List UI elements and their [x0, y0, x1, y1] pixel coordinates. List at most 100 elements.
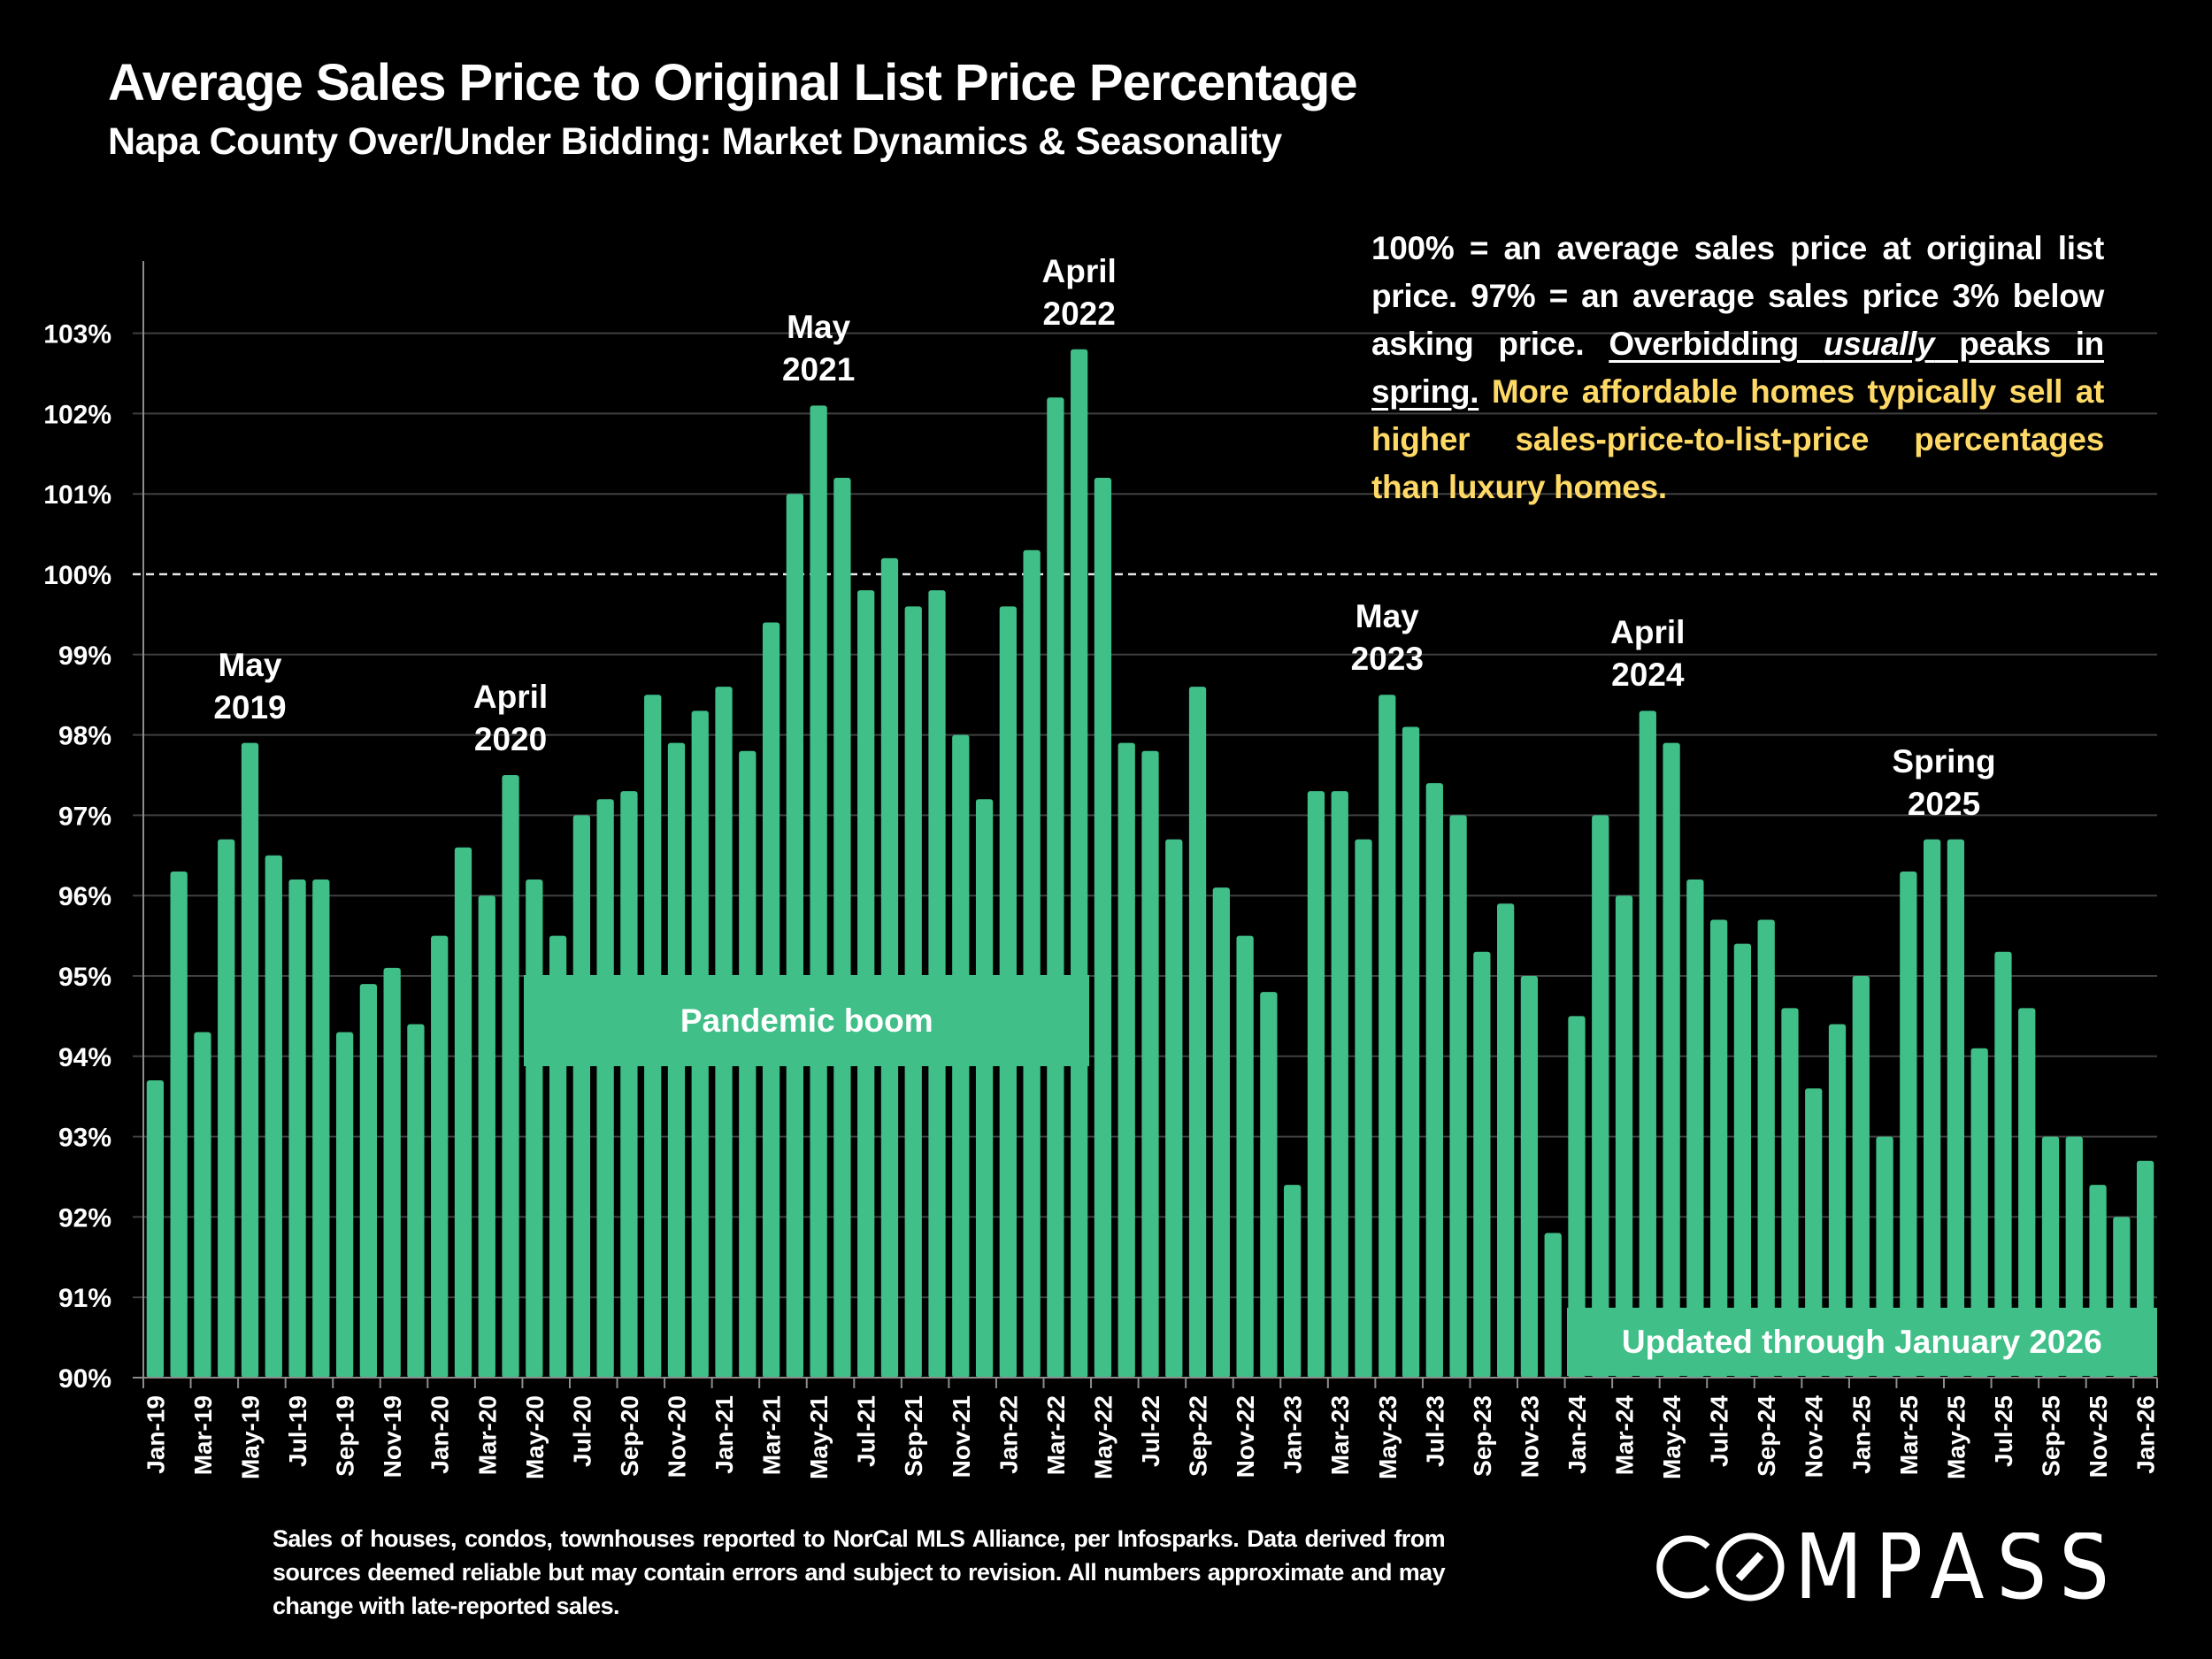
x-tick-label: May-19 — [236, 1395, 264, 1479]
x-tick-label: Nov-24 — [1801, 1395, 1828, 1479]
bar-Apr-19 — [218, 839, 235, 1378]
source-footnote: Sales of houses, condos, townhouses repo… — [273, 1525, 1446, 1619]
x-tick-label: Jul-20 — [568, 1395, 595, 1467]
bar-Aug-20 — [596, 799, 614, 1378]
x-tick-label: Mar-23 — [1326, 1395, 1354, 1475]
compass-logo: MPASS — [1656, 1532, 2122, 1601]
bar-Jun-23 — [1402, 726, 1420, 1378]
peak-label-line2: 2025 — [1907, 785, 1981, 822]
peak-label-line1: April — [1041, 252, 1117, 289]
bar-Jul-20 — [572, 815, 591, 1378]
bar-Jun-21 — [833, 478, 851, 1378]
bar-Feb-24 — [1592, 815, 1609, 1378]
x-tick-label: May-24 — [1658, 1395, 1686, 1479]
peak-label-line2: 2020 — [473, 721, 548, 757]
peak-label-line2: 2019 — [213, 688, 287, 726]
y-tick-label: 90% — [58, 1364, 111, 1394]
bar-Jan-24 — [1568, 1016, 1586, 1378]
peak-label: April 2022 — [1042, 250, 1117, 335]
y-tick-label: 100% — [43, 561, 111, 590]
bar-Jul-24 — [1709, 919, 1728, 1378]
peak-label-line2: 2024 — [1611, 657, 1685, 694]
logo-text: MPASS — [1794, 1532, 2122, 1601]
y-tick-label: 91% — [58, 1284, 111, 1313]
x-tick-label: Jan-21 — [710, 1395, 738, 1474]
x-tick-label: Nov-25 — [2085, 1395, 2112, 1478]
bar-Mar-22 — [1047, 397, 1064, 1378]
bar-Sep-20 — [620, 791, 638, 1378]
bar-Mar-25 — [1900, 871, 1917, 1378]
bar-Dec-19 — [407, 1024, 425, 1378]
bar-Dec-24 — [1828, 1024, 1847, 1378]
bar-May-25 — [1947, 839, 1965, 1378]
bar-Sep-19 — [335, 1032, 354, 1378]
peak-label: May 2021 — [782, 306, 855, 391]
bar-Jan-19 — [146, 1080, 165, 1378]
x-tick-label: Sep-22 — [1185, 1395, 1212, 1477]
bar-May-24 — [1663, 742, 1680, 1378]
y-tick-label: 95% — [58, 963, 111, 992]
x-tick-label: Jan-25 — [1847, 1395, 1875, 1474]
x-tick-label: Jul-23 — [1421, 1395, 1448, 1467]
bar-Jan-20 — [431, 935, 449, 1378]
bar-Dec-23 — [1544, 1233, 1562, 1378]
x-tick-label: Mar-21 — [758, 1395, 786, 1475]
x-tick-label: Jul-25 — [1990, 1395, 2017, 1467]
x-tick-label: Jan-23 — [1279, 1395, 1307, 1474]
x-tick-label: Jul-21 — [853, 1395, 880, 1467]
bar-Sep-24 — [1757, 919, 1775, 1378]
x-tick-label: Mar-22 — [1042, 1395, 1070, 1475]
bar-Jun-22 — [1118, 742, 1135, 1378]
bar-May-21 — [810, 405, 827, 1378]
x-tick-label: Jan-19 — [142, 1395, 169, 1474]
bar-Oct-24 — [1781, 1008, 1799, 1378]
bar-Sep-22 — [1188, 687, 1207, 1378]
y-tick-label: 102% — [43, 400, 111, 429]
x-tick-label: Nov-19 — [379, 1395, 406, 1478]
bar-Nov-22 — [1236, 935, 1254, 1378]
bar-Aug-24 — [1733, 943, 1752, 1378]
bar-Jun-24 — [1686, 879, 1704, 1378]
x-tick-label: May-21 — [805, 1395, 833, 1479]
bar-Oct-23 — [1497, 903, 1515, 1378]
bar-Jul-22 — [1141, 750, 1159, 1378]
bar-Aug-25 — [2018, 1008, 2036, 1378]
y-tick-label: 93% — [58, 1124, 111, 1153]
bar-May-20 — [526, 879, 543, 1378]
x-tick-label: Jul-19 — [284, 1395, 311, 1467]
x-tick-label: Nov-22 — [1232, 1395, 1259, 1478]
bar-Nov-24 — [1805, 1088, 1823, 1378]
x-tick-label: Sep-20 — [616, 1395, 643, 1477]
bar-Feb-19 — [170, 871, 188, 1378]
axes — [133, 261, 2158, 1388]
bar-May-23 — [1379, 695, 1396, 1378]
bar-Oct-22 — [1212, 887, 1230, 1378]
note-highlight-text: More affordable homes typically sell at … — [1371, 373, 2104, 505]
x-tick-label: Sep-24 — [1753, 1395, 1780, 1477]
x-tick-label: Mar-25 — [1895, 1395, 1923, 1475]
bar-Feb-20 — [454, 847, 472, 1378]
peak-label: Spring 2025 — [1892, 741, 1995, 826]
bar-Aug-23 — [1449, 815, 1467, 1378]
bar-Oct-19 — [359, 984, 378, 1378]
bar-Apr-21 — [786, 494, 803, 1378]
bar-May-22 — [1094, 478, 1112, 1378]
bar-Apr-25 — [1923, 839, 1941, 1378]
bar-Jan-25 — [1852, 976, 1870, 1378]
y-tick-label: 94% — [58, 1043, 111, 1072]
bar-Feb-22 — [1023, 549, 1041, 1378]
x-tick-label: Jul-22 — [1137, 1395, 1164, 1467]
x-tick-label: Jul-24 — [1706, 1395, 1733, 1467]
explanatory-note: 100% = an average sales price at origina… — [1371, 225, 2104, 511]
bar-Jun-19 — [265, 855, 282, 1378]
y-tick-label: 97% — [58, 802, 111, 831]
peak-label: May 2019 — [213, 644, 286, 729]
peak-label-line2: 2021 — [781, 351, 856, 388]
bar-Apr-23 — [1355, 839, 1372, 1378]
x-tick-label: Jan-20 — [426, 1395, 454, 1474]
bar-Mar-19 — [194, 1032, 211, 1378]
peak-label-line1: May — [218, 646, 282, 683]
y-tick-label: 103% — [43, 320, 111, 349]
y-tick-label: 96% — [58, 882, 111, 911]
